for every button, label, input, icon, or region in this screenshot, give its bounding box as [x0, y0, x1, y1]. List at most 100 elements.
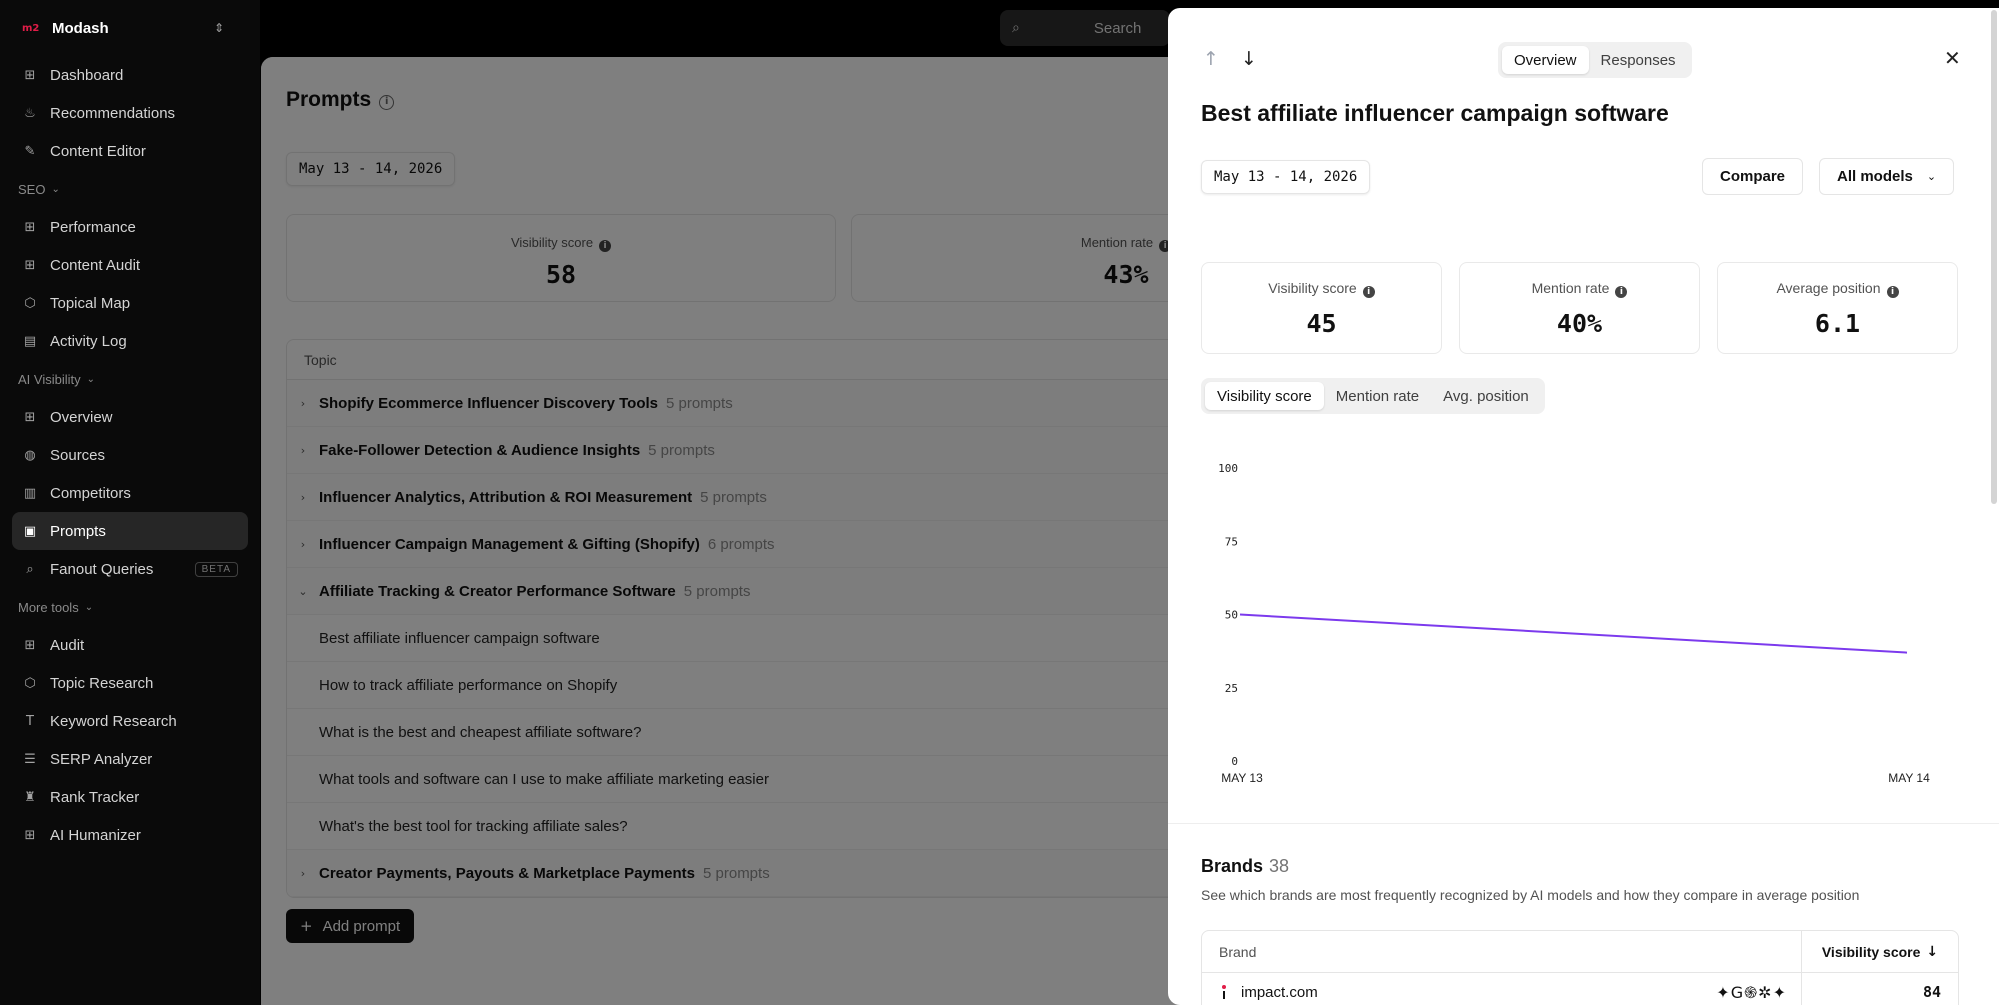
chart-tab-position[interactable]: Avg. position: [1443, 387, 1529, 405]
sidebar-item-rank-tracker[interactable]: ♜ Rank Tracker: [12, 778, 248, 816]
chart-tabs: Visibility score Mention rate Avg. posit…: [1201, 378, 1545, 414]
sidebar-item-label: AI Humanizer: [50, 826, 141, 844]
sidebar-item-label: Sources: [50, 446, 106, 464]
chart-tab-mention[interactable]: Mention rate: [1335, 387, 1420, 405]
page-title: Prompts i: [286, 88, 395, 112]
prompt-text: What is the best and cheapest affiliate …: [319, 723, 642, 741]
building-icon: ▥: [23, 485, 37, 501]
sort-down-icon: ↓: [1926, 943, 1939, 960]
prompt-row[interactable]: What tools and software can I use to mak…: [287, 756, 1265, 803]
section-label: AI Visibility: [18, 371, 81, 387]
section-more-tools[interactable]: More tools ⌄: [0, 588, 260, 626]
add-prompt-button[interactable]: + Add prompt: [286, 909, 415, 943]
sidebar-item-label: Competitors: [50, 484, 131, 502]
arrow-down-icon[interactable]: ↓: [1241, 48, 1257, 70]
topic-group-row[interactable]: › Influencer Campaign Management & Giftin…: [287, 521, 1265, 568]
metric-label: Mention rate: [1531, 280, 1610, 296]
info-icon[interactable]: i: [1886, 286, 1899, 298]
score-column-header[interactable]: Visibility score ↓: [1801, 930, 1958, 973]
info-icon[interactable]: i: [379, 95, 395, 110]
sidebar-item-topical-map[interactable]: ⬡ Topical Map: [12, 284, 248, 322]
sidebar-item-prompts[interactable]: ▣ Prompts: [12, 512, 248, 550]
visibility-chart: 0 25 50 75 100 MAY 13 MAY 14: [1218, 462, 1930, 785]
arrow-up-icon[interactable]: ↑: [1203, 48, 1219, 70]
sidebar-item-content-editor[interactable]: ✎ Content Editor: [12, 132, 248, 170]
workspace-logo: m2: [22, 22, 40, 34]
tab-responses[interactable]: Responses: [1600, 51, 1676, 69]
section-seo[interactable]: SEO ⌄: [0, 170, 260, 208]
scrollbar-thumb[interactable]: [1991, 10, 1997, 504]
workspace-name: Modash: [52, 19, 109, 37]
models-dropdown[interactable]: All models ⌄: [1819, 158, 1955, 195]
section-ai-visibility[interactable]: AI Visibility ⌄: [0, 360, 260, 398]
sidebar-item-fanout-queries[interactable]: ⌕ Fanout Queries BETA: [12, 550, 248, 588]
sidebar-item-topic-research[interactable]: ⬡ Topic Research: [12, 664, 248, 702]
y-tick-label: 100: [1218, 462, 1238, 475]
sidebar-item-label: Rank Tracker: [50, 788, 140, 806]
sidebar-item-label: Keyword Research: [50, 712, 177, 730]
section-label: SEO: [18, 181, 46, 197]
topic-group-row[interactable]: › Shopify Ecommerce Influencer Discovery …: [287, 380, 1265, 427]
info-icon[interactable]: i: [599, 240, 612, 252]
search-icon: ⌕: [26, 561, 34, 577]
sidebar-item-sources[interactable]: ◍ Sources: [12, 436, 248, 474]
prompt-row[interactable]: What's the best tool for tracking affili…: [287, 803, 1265, 850]
grid-icon: ⊞: [24, 67, 36, 83]
y-tick-label: 50: [1225, 609, 1238, 622]
sidebar-item-recommendations[interactable]: ♨ Recommendations: [12, 94, 248, 132]
brands-table: Brand Visibility score ↓ impact.com ✦G֍✲✦ 8…: [1201, 930, 1959, 1005]
chevron-down-icon: ⌄: [51, 183, 60, 195]
close-icon[interactable]: ✕: [1944, 46, 1961, 70]
sidebar-item-content-audit[interactable]: ⊞ Content Audit: [12, 246, 248, 284]
prompt-row[interactable]: Best affiliate influencer campaign softw…: [287, 615, 1265, 662]
sidebar-item-competitors[interactable]: ▥ Competitors: [12, 474, 248, 512]
text-icon: T: [26, 713, 34, 729]
models-label: All models: [1837, 168, 1913, 185]
topic-group-row[interactable]: › Influencer Analytics, Attribution & ROI…: [287, 474, 1265, 521]
beta-badge: BETA: [194, 561, 238, 577]
sidebar-item-label: Recommendations: [50, 104, 176, 122]
compare-label: Compare: [1720, 168, 1786, 185]
sidebar-item-performance[interactable]: ⊞ Performance: [12, 208, 248, 246]
topic-group-row[interactable]: ⌄ Affiliate Tracking & Creator Performanc…: [287, 568, 1265, 615]
sidebar-item-activity-log[interactable]: ▤ Activity Log: [12, 322, 248, 360]
table-header: Topic: [287, 340, 1265, 380]
sidebar-item-label: Topic Research: [50, 674, 154, 692]
metric-card-position: Average position i 6.1: [1717, 262, 1958, 354]
chart-tab-visibility[interactable]: Visibility score: [1205, 382, 1324, 410]
search-bar[interactable]: ⌕ Search: [1000, 10, 1170, 46]
sidebar-item-label: Topical Map: [50, 294, 131, 312]
prompt-row[interactable]: How to track affiliate performance on Sh…: [287, 662, 1265, 709]
section-label: More tools: [18, 599, 79, 615]
chevron-down-icon: ⌄: [84, 601, 94, 613]
sidebar-item-keyword-research[interactable]: T Keyword Research: [12, 702, 248, 740]
prompt-count: 5 prompts: [700, 488, 767, 506]
grid-icon: ⊞: [24, 827, 36, 843]
sidebar-item-label: Dashboard: [50, 66, 124, 84]
sidebar-item-audit[interactable]: ⊞ Audit: [12, 626, 248, 664]
brands-title: Brands: [1201, 856, 1264, 876]
prompt-row[interactable]: What is the best and cheapest affiliate …: [287, 709, 1265, 756]
brand-row[interactable]: impact.com ✦G֍✲✦ 84: [1202, 973, 1958, 1005]
topic-group-row[interactable]: › Creator Payments, Payouts & Marketplace…: [287, 850, 1265, 897]
workspace-switcher[interactable]: m2 Modash ⇕: [0, 0, 260, 56]
compare-button[interactable]: Compare: [1702, 158, 1804, 195]
metric-value: 45: [1306, 309, 1337, 338]
y-tick-label: 25: [1225, 682, 1238, 695]
sidebar-item-serp-analyzer[interactable]: ☰ SERP Analyzer: [12, 740, 248, 778]
sidebar-item-label: Performance: [50, 218, 136, 236]
chevron-down-icon: ⌄: [298, 584, 308, 598]
topic-name: Shopify Ecommerce Influencer Discovery T…: [319, 394, 658, 412]
date-range-picker[interactable]: May 13 - 14, 2026: [1201, 160, 1371, 194]
metric-card-mention: Mention rate i 40%: [1459, 262, 1700, 354]
sidebar-item-ai-humanizer[interactable]: ⊞ AI Humanizer: [12, 816, 248, 854]
info-icon[interactable]: i: [1362, 286, 1375, 298]
date-range-picker[interactable]: May 13 - 14, 2026: [286, 152, 456, 186]
sidebar-item-overview[interactable]: ⊞ Overview: [12, 398, 248, 436]
info-icon[interactable]: i: [1615, 286, 1628, 298]
drawer-title: Best affiliate influencer campaign softw…: [1201, 100, 1669, 126]
sidebar-item-dashboard[interactable]: ⊞ Dashboard: [12, 56, 248, 94]
sidebar-item-label: Fanout Queries: [50, 560, 154, 578]
tab-overview[interactable]: Overview: [1502, 46, 1589, 74]
topic-group-row[interactable]: › Fake-Follower Detection & Audience Insi…: [287, 427, 1265, 474]
